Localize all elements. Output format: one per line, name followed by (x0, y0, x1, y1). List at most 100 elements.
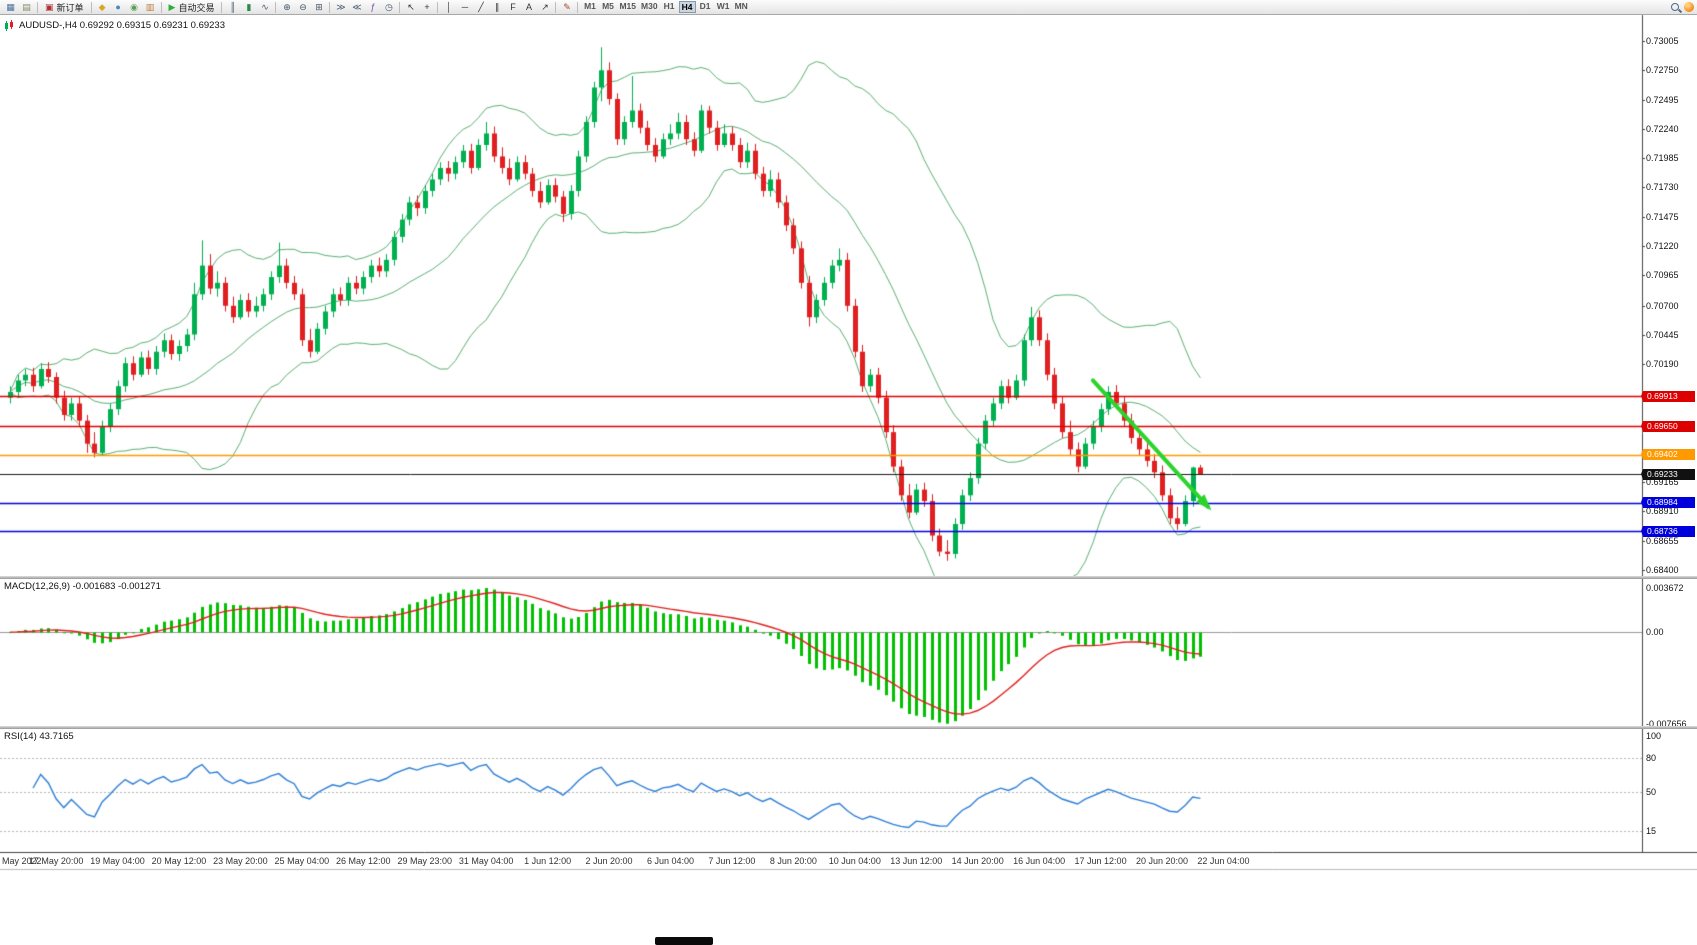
zoom-in-icon[interactable]: ⊕ (283, 1, 291, 12)
macd-axis-label: 0.003672 (1646, 583, 1684, 593)
macd-axis-label: -0.007656 (1646, 719, 1687, 729)
price-tag-notch (1636, 468, 1643, 479)
auto-trading-button[interactable]: ▶ 自动交易 (165, 1, 219, 14)
toolbar-separator (160, 1, 162, 13)
price-axis-label: 0.70190 (1646, 359, 1679, 370)
bottom-black-bar (655, 937, 713, 945)
horizontal-line-icon[interactable]: ─ (461, 1, 469, 12)
time-axis-label: 20 Jun 20:00 (1135, 856, 1189, 866)
timeframe-button-M1[interactable]: M1 (584, 1, 596, 11)
price-axis-label: 0.71220 (1646, 241, 1679, 252)
panel-separator-rsi[interactable] (0, 726, 1697, 729)
time-axis-label: 26 May 12:00 (335, 856, 391, 866)
price-axis-label: 0.72495 (1646, 94, 1679, 105)
toolbar-separator (37, 1, 38, 13)
clock-icon[interactable]: ◷ (385, 1, 393, 12)
macd-axis-label: 0.00 (1646, 627, 1664, 638)
navigator-icon[interactable]: ◉ (130, 1, 138, 12)
candlestick-chart-icon[interactable]: ▮ (246, 1, 252, 12)
price-tag-notch (1636, 390, 1643, 401)
time-axis-label: 17 Jun 12:00 (1074, 856, 1127, 866)
time-axis-label: 29 May 23:00 (397, 856, 452, 866)
arrows-icon[interactable]: ↗ (541, 1, 549, 12)
zoom-out-icon[interactable]: ⊖ (299, 1, 307, 12)
data-window-icon[interactable]: ● (115, 1, 121, 12)
crosshair-icon[interactable]: + (424, 1, 430, 12)
timeframe-button-MN[interactable]: MN (734, 1, 748, 11)
price-tag-notch (1636, 497, 1643, 508)
price-axis-label: 0.68400 (1646, 565, 1679, 575)
price-axis-label: 0.70965 (1646, 270, 1679, 281)
new-order-button-label: 新订单 (56, 2, 84, 13)
symbol-ohlc-text: AUDUSD-,H4 0.69292 0.69315 0.69231 0.692… (19, 20, 225, 31)
timeframe-button-H4[interactable]: H4 (678, 1, 696, 13)
time-axis-label: 13 Jun 12:00 (890, 856, 943, 866)
toolbar-separator (221, 1, 223, 13)
pencil-icon[interactable]: ✎ (563, 1, 571, 12)
auto-scroll-icon[interactable]: ≫ (336, 1, 346, 12)
price-axis-label: 0.71985 (1646, 153, 1679, 164)
time-axis-label: 14 Jun 20:00 (951, 856, 1004, 866)
time-axis-label: 17 May 20:00 (28, 856, 84, 866)
time-axis-label: 16 Jun 04:00 (1013, 856, 1066, 866)
price-tag-notch (1636, 525, 1643, 536)
fibonacci-icon[interactable]: F (510, 1, 516, 12)
current-price-tag[interactable]: 0.69233 (1641, 468, 1695, 480)
market-watch-icon[interactable]: ◆ (98, 1, 106, 12)
toolbar-separator (399, 1, 401, 13)
text-icon[interactable]: A (525, 1, 532, 12)
timeframe-button-W1[interactable]: W1 (716, 1, 730, 11)
timeframe-button-H1[interactable]: H1 (663, 1, 675, 11)
macd-label: MACD(12,26,9) -0.001683 -0.001271 (4, 581, 161, 592)
trendline-icon[interactable]: ╱ (478, 1, 484, 12)
tile-windows-icon[interactable]: ⊞ (315, 1, 323, 12)
auto-trading-button-label: 自动交易 (178, 2, 215, 13)
price-axis-label: 0.68910 (1646, 506, 1679, 517)
hline-price-tag[interactable]: 0.69913 (1641, 390, 1695, 402)
hline-price-tag[interactable]: 0.68984 (1641, 497, 1695, 509)
symbol-info: AUDUSD-,H4 0.69292 0.69315 0.69231 0.692… (4, 20, 225, 31)
terminal-icon[interactable]: ▥ (145, 1, 155, 12)
vertical-line-icon[interactable]: │ (446, 1, 452, 12)
line-chart-icon[interactable]: ∿ (261, 1, 269, 12)
time-axis[interactable] (0, 852, 1643, 869)
rsi-label: RSI(14) 43.7165 (4, 731, 74, 742)
timeframe-button-M15[interactable]: M15 (619, 1, 637, 11)
indicators-icon[interactable]: ƒ (370, 1, 376, 12)
time-axis-label: 19 May 04:00 (90, 856, 145, 866)
channel-icon[interactable]: ∥ (494, 1, 500, 12)
record-icon[interactable] (1684, 2, 1694, 12)
toolbar-separator (329, 1, 331, 13)
hline-price-tag[interactable]: 0.69402 (1641, 449, 1695, 461)
price-axis-label: 0.71730 (1646, 182, 1679, 193)
main-toolbar: ▦ ▤ ▣ 新订单 ◆ ● ◉ ▥ ▶ 自动交易 ║ ▮ ∿ ⊕ ⊖ ⊞ ≫ ≪ ƒ ◷ ↖ + │ ─ ╱ ∥ F A ↗ ✎ M1 M5 M… (0, 0, 1697, 15)
time-axis-label: 31 May 04:00 (458, 856, 514, 866)
time-axis-label: May 2022 (2, 856, 42, 866)
time-axis-label: 20 May 12:00 (151, 856, 207, 866)
time-axis-label: 10 Jun 04:00 (828, 856, 881, 866)
time-axis-label: 25 May 04:00 (274, 856, 330, 866)
price-axis-label: 0.69165 (1646, 477, 1679, 488)
price-axis-label: 0.70445 (1646, 330, 1679, 341)
toolbar-separator (90, 1, 92, 13)
time-axis-label: 7 Jun 12:00 (708, 856, 756, 866)
bar-chart-icon[interactable]: ║ (229, 1, 237, 12)
new-order-button[interactable]: ▣ 新订单 (41, 1, 88, 14)
chart-shift-icon[interactable]: ≪ (352, 1, 362, 12)
toolbar-separator (437, 1, 439, 13)
timeframe-button-M30[interactable]: M30 (641, 1, 658, 11)
hline-price-tag[interactable]: 0.69650 (1641, 420, 1695, 432)
profiles-icon[interactable]: ▤ (22, 1, 31, 12)
timeframe-button-M5[interactable]: M5 (602, 1, 614, 11)
cursor-icon[interactable]: ↖ (407, 1, 415, 12)
time-axis-label: 1 Jun 12:00 (524, 856, 572, 866)
time-axis-label: 8 Jun 20:00 (769, 856, 817, 866)
timeframe-button-D1[interactable]: D1 (699, 1, 711, 11)
toolbar-separator (555, 1, 557, 13)
panel-separator-macd[interactable] (0, 576, 1697, 579)
auto-trading-icon: ▶ (168, 1, 176, 12)
hline-price-tag[interactable]: 0.68736 (1641, 525, 1695, 537)
search-icon[interactable] (1669, 1, 1683, 14)
new-chart-icon[interactable]: ▦ (6, 1, 15, 12)
